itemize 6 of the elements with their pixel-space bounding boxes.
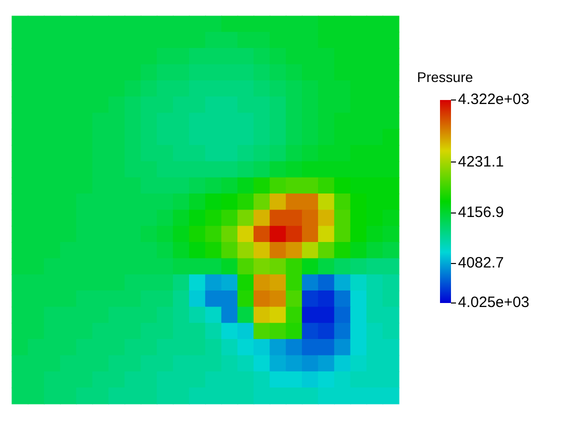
color-bar-title: Pressure	[417, 68, 474, 85]
color-bar-label: 4082.7	[458, 254, 504, 272]
color-bar-label: 4156.9	[458, 204, 504, 221]
color-bar-label: 4.322e+03	[458, 91, 530, 108]
color-bar-label: 4231.1	[458, 153, 504, 170]
color-bar-label: 4.025e+03	[458, 294, 530, 312]
